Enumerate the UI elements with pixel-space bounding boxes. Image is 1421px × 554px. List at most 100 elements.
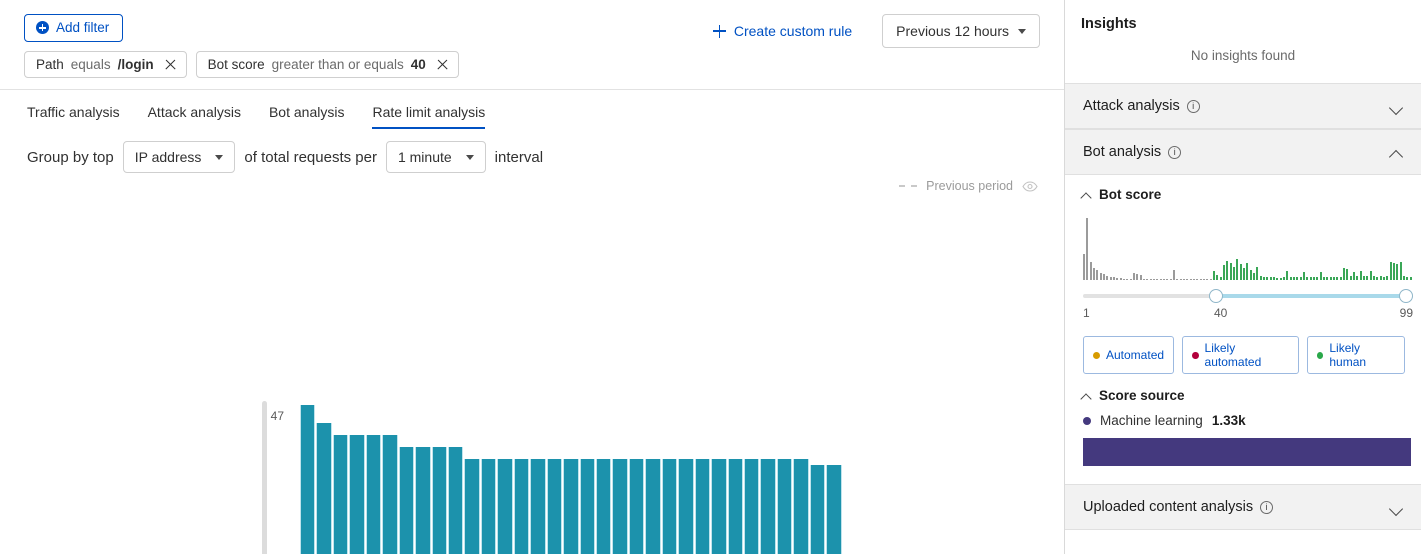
bar[interactable] — [744, 458, 760, 554]
panel-bot-analysis[interactable]: Bot analysis i — [1065, 129, 1421, 175]
histogram-bar — [1363, 276, 1366, 280]
score-source-section-header[interactable]: Score source — [1081, 388, 1405, 403]
bar[interactable] — [563, 458, 579, 554]
tab-attack-analysis[interactable]: Attack analysis — [147, 104, 241, 120]
bar[interactable] — [661, 458, 678, 554]
bot-score-section-header[interactable]: Bot score — [1081, 187, 1405, 202]
histogram-bar — [1396, 264, 1399, 280]
tab-traffic-analysis[interactable]: Traffic analysis — [27, 104, 120, 120]
bar[interactable] — [382, 434, 398, 554]
histogram-bar — [1336, 277, 1339, 280]
bar[interactable] — [579, 458, 595, 554]
bar[interactable] — [826, 464, 842, 554]
bar[interactable] — [678, 458, 694, 554]
histogram-bar — [1359, 271, 1362, 280]
filter-chip-bot-score[interactable]: Bot score greater than or equals 40 — [195, 50, 459, 78]
bar[interactable] — [694, 458, 711, 554]
close-icon[interactable] — [436, 58, 449, 71]
bar[interactable] — [464, 458, 480, 554]
legend-pill-likely-automated[interactable]: Likely automated — [1182, 336, 1299, 374]
chip-value: /login — [117, 56, 154, 72]
bar[interactable] — [431, 446, 447, 554]
bar[interactable] — [760, 458, 776, 554]
status-dot-machine-learning — [1083, 416, 1091, 425]
info-icon[interactable]: i — [1186, 99, 1200, 113]
group-by-dimension-select[interactable]: IP address — [122, 141, 236, 173]
bar[interactable] — [448, 446, 464, 554]
panel-label-wrap: Bot analysis i — [1083, 144, 1182, 160]
histogram-bar — [1409, 277, 1412, 280]
chevron-up-icon[interactable] — [1390, 146, 1403, 159]
tick-mid: 40 — [1214, 306, 1228, 320]
bar[interactable] — [415, 446, 431, 554]
histogram-bar — [1383, 277, 1386, 280]
bar[interactable] — [332, 434, 349, 554]
interval-select[interactable]: 1 minute — [385, 141, 486, 173]
bar[interactable] — [316, 422, 332, 554]
histogram-bar — [1193, 279, 1196, 280]
bar[interactable] — [300, 405, 316, 554]
histogram-bar — [1093, 268, 1096, 280]
bar[interactable] — [628, 458, 645, 554]
bar[interactable] — [530, 458, 546, 554]
range-handle-high[interactable] — [1399, 289, 1413, 303]
eye-hidden-icon[interactable] — [1022, 180, 1038, 192]
histogram-bar — [1259, 276, 1262, 280]
legend-pill-likely-human[interactable]: Likely human — [1306, 336, 1405, 374]
histogram-bar — [1373, 276, 1376, 280]
panel-label-wrap: Uploaded content analysis i — [1083, 499, 1274, 515]
bar[interactable] — [645, 458, 661, 554]
histogram-bar — [1316, 277, 1319, 280]
range-handle-low[interactable] — [1208, 289, 1223, 303]
bar[interactable] — [546, 458, 563, 554]
bar[interactable] — [596, 458, 612, 554]
histogram-bar — [1333, 277, 1336, 280]
tab-bot-analysis[interactable]: Bot analysis — [268, 104, 345, 120]
bar[interactable] — [398, 446, 415, 554]
histogram-bar — [1153, 279, 1156, 280]
panel-uploaded-content-analysis[interactable]: Uploaded content analysis i — [1065, 484, 1421, 530]
info-icon[interactable]: i — [1260, 500, 1274, 514]
tab-rate-limit-analysis[interactable]: Rate limit analysis — [372, 104, 486, 129]
bar[interactable] — [365, 434, 382, 554]
bar[interactable] — [809, 464, 826, 554]
histogram-bar — [1189, 279, 1192, 280]
threshold-slider-track[interactable] — [262, 401, 267, 554]
histogram-bar — [1103, 274, 1106, 280]
bar[interactable] — [349, 434, 365, 554]
bar[interactable] — [793, 458, 809, 554]
create-custom-rule-button[interactable]: Create custom rule — [712, 23, 852, 39]
score-source-item-machine-learning[interactable]: Machine learning 1.33k — [1083, 413, 1405, 428]
add-filter-button[interactable]: Add filter — [24, 14, 124, 42]
time-range-selector[interactable]: Previous 12 hours — [882, 14, 1040, 48]
legend-pill-automated[interactable]: Automated — [1083, 336, 1175, 374]
histogram-bar — [1206, 279, 1209, 280]
bar[interactable] — [513, 458, 530, 554]
bar[interactable] — [727, 458, 743, 554]
histogram-bar — [1236, 259, 1239, 280]
chart-plot-area — [300, 405, 1040, 554]
insights-header: Insights No insights found — [1065, 0, 1421, 83]
histogram-bar — [1136, 274, 1139, 280]
chevron-down-icon[interactable] — [1390, 100, 1403, 113]
bar[interactable] — [711, 458, 727, 554]
info-icon[interactable]: i — [1168, 145, 1182, 159]
filter-chip-path[interactable]: Path equals /login — [24, 50, 187, 78]
panel-label: Attack analysis — [1083, 98, 1180, 114]
rate-limit-chart: Previous period 47 0 6 requests per 1 mi… — [0, 173, 1065, 554]
previous-period-label: Previous period — [926, 179, 1013, 193]
chevron-down-icon[interactable] — [1390, 501, 1403, 514]
close-icon[interactable] — [164, 58, 177, 71]
bar[interactable] — [497, 458, 513, 554]
histogram-bar — [1283, 277, 1286, 280]
bot-score-range-slider[interactable] — [1083, 286, 1413, 306]
panel-attack-analysis[interactable]: Attack analysis i — [1065, 83, 1421, 129]
previous-period-legend[interactable]: Previous period — [899, 179, 1038, 193]
histogram-bar — [1326, 277, 1329, 280]
histogram-bar — [1143, 279, 1146, 280]
bar[interactable] — [480, 458, 497, 554]
score-source-label: Machine learning — [1100, 413, 1203, 428]
bar[interactable] — [776, 458, 793, 554]
bar[interactable] — [612, 458, 628, 554]
panel-label-wrap: Attack analysis i — [1083, 98, 1200, 114]
